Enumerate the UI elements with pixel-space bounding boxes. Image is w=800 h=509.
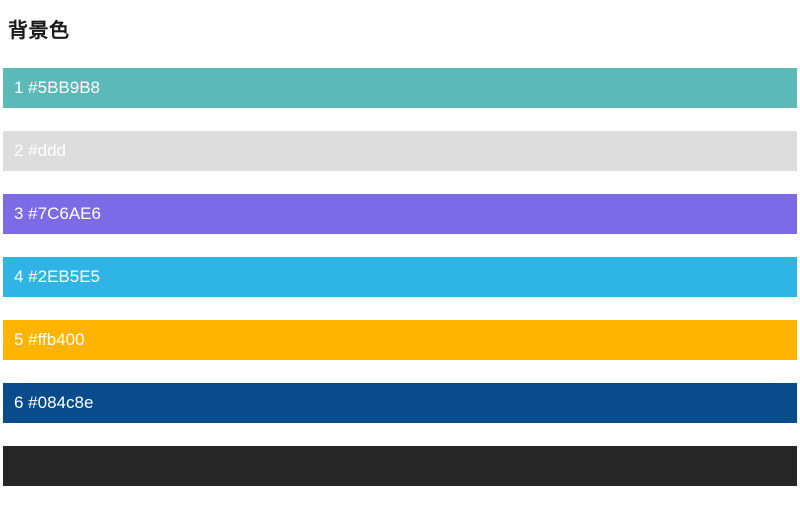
swatch-row-5[interactable]: 5 #ffb400: [3, 320, 797, 360]
color-swatch-page: 背景色 1 #5BB9B8 2 #ddd 3 #7C6AE6 4 #2EB5E5…: [3, 20, 797, 486]
swatch-row-4[interactable]: 4 #2EB5E5: [3, 257, 797, 297]
swatch-row-1[interactable]: 1 #5BB9B8: [3, 68, 797, 108]
swatch-label-4: 4 #2EB5E5: [14, 267, 101, 286]
swatch-label-6: 6 #084c8e: [14, 393, 94, 412]
swatch-label-3: 3 #7C6AE6: [14, 204, 101, 223]
swatch-label-5: 5 #ffb400: [14, 330, 85, 349]
swatch-row-3[interactable]: 3 #7C6AE6: [3, 194, 797, 234]
swatch-row-2[interactable]: 2 #ddd: [3, 131, 797, 171]
swatch-row-7[interactable]: [3, 446, 797, 486]
page-title: 背景色: [8, 20, 70, 42]
swatch-list: 1 #5BB9B8 2 #ddd 3 #7C6AE6 4 #2EB5E5 5 #…: [3, 68, 797, 509]
swatch-label-1: 1 #5BB9B8: [14, 78, 101, 97]
swatch-label-2: 2 #ddd: [14, 141, 66, 160]
swatch-row-6[interactable]: 6 #084c8e: [3, 383, 797, 423]
